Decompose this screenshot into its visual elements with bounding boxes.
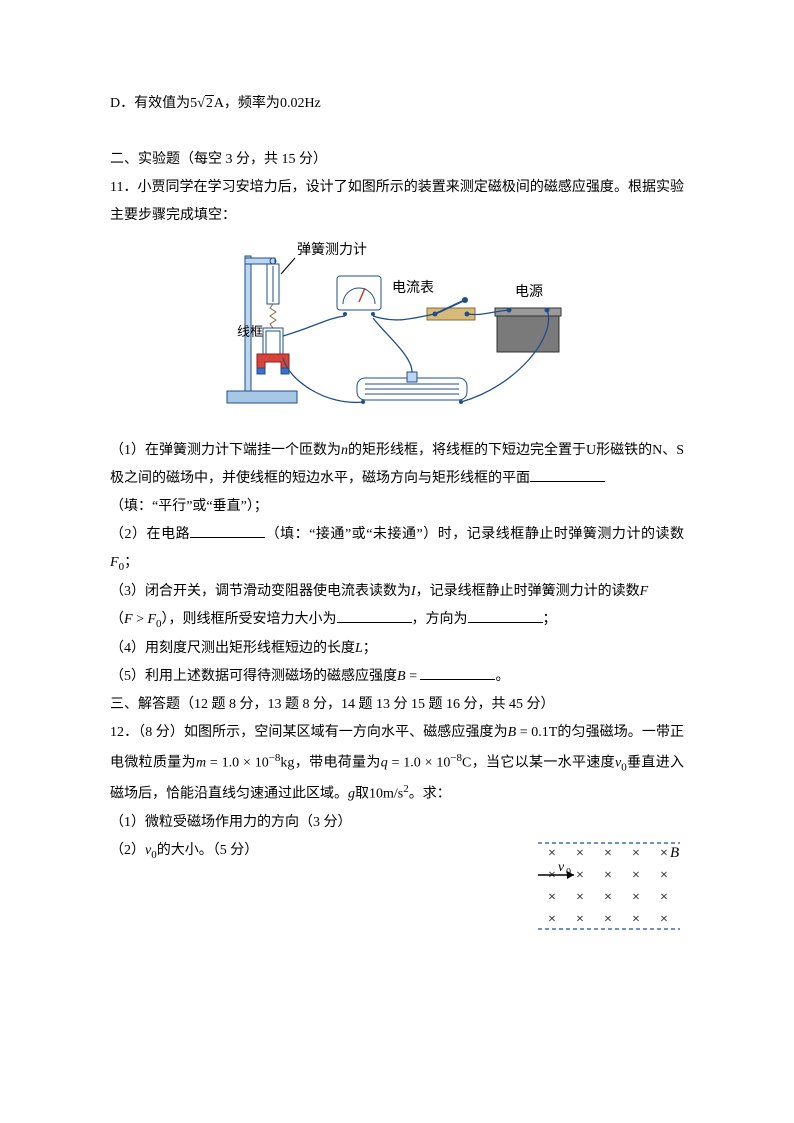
sqrt-arg: 2: [205, 95, 214, 111]
q12-qunit: C: [462, 755, 471, 770]
q12-l1: 12．（8 分）如图所示，空间某区域有一方向水平、磁感应强度为B = 0.1T的…: [110, 719, 684, 809]
section3-title: 三、解答题（12 题 8 分，13 题 8 分，14 题 13 分 15 题 1…: [110, 691, 684, 719]
q12-p2b: 的大小。（5 分）: [157, 843, 259, 858]
svg-text:×: ×: [576, 846, 584, 861]
q12-l1f: 。求：: [409, 787, 451, 802]
svg-text:×: ×: [632, 890, 640, 905]
ammeter-label-text: 电流表: [392, 280, 434, 296]
q12-gval: 取10m/s: [355, 787, 403, 802]
svg-text:×: ×: [604, 846, 612, 861]
q11-p5c: 。: [495, 669, 509, 684]
svg-text:×: ×: [576, 912, 584, 927]
q12-Beq: = 0.1T: [516, 725, 557, 740]
q12-mval: = 1.0 × 10: [206, 755, 269, 770]
q12-p1: （1）微粒受磁场作用力的方向（3 分）: [110, 809, 684, 837]
q11-p2a: （2）在电路: [110, 527, 190, 542]
svg-text:×: ×: [604, 890, 612, 905]
q12-fig-B-label: B: [670, 845, 679, 861]
q11-p3e: ，方向为: [412, 612, 468, 627]
svg-text:×: ×: [632, 912, 640, 927]
q11-L: L: [355, 641, 363, 656]
svg-text:×: ×: [632, 868, 640, 883]
q11-p4b: ；: [363, 641, 377, 656]
q11-p4a: （4）用刻度尺测出矩形线框短边的长度: [110, 641, 355, 656]
q11-intro: 11．小贾同学在学习安培力后，设计了如图所示的装置来测定磁极间的磁感应强度。根据…: [110, 174, 684, 230]
blank-3: [337, 608, 412, 623]
q12-fig-v0-sub: 0: [566, 867, 571, 878]
q12-p2a: （2）: [110, 843, 145, 858]
q11-p1a: （1）在弹簧测力计下端挂一个匝数为: [110, 443, 341, 458]
q11-p3b: ，记录线框静止时弹簧测力计的读数: [416, 584, 640, 599]
power-label-text: 电源: [515, 284, 543, 300]
q12-figure: ××××× ××××× ××××× ××××× B v 0: [534, 837, 684, 946]
q11-p2b: （填：“接通”或“未接通”）时，记录线框静止时弹簧测力计的读数: [265, 527, 684, 542]
q11-gt-sym: >: [133, 612, 148, 627]
q11-p3f: ；: [543, 612, 557, 627]
q12-qval: = 1.0 × 10: [388, 755, 451, 770]
blank-2: [190, 523, 265, 538]
option-d-val1: 5: [190, 96, 197, 111]
q11-p5: （5）利用上述数据可得待测磁场的磁感应强度B = 。: [110, 663, 684, 691]
q11-eq: =: [406, 669, 421, 684]
option-d: D．有效值为5√2A，频率为0.02Hz: [110, 90, 684, 118]
q12-fig-v0-label: v: [558, 860, 565, 875]
q11-p3c: （: [110, 612, 124, 627]
q11-gt-l: F: [124, 612, 133, 627]
svg-text:×: ×: [576, 868, 584, 883]
q12-g: g: [348, 787, 355, 802]
q12-m: m: [196, 755, 206, 770]
q11-F0: F: [110, 555, 119, 570]
q11-p3-line2: （F > F0），则线框所受安培力大小为，方向为；: [110, 606, 684, 635]
q11-n: n: [341, 443, 348, 458]
q12-figure-svg: ××××× ××××× ××××× ××××× B v 0: [534, 837, 684, 935]
svg-text:×: ×: [604, 912, 612, 927]
option-d-text: D．有效值为: [110, 96, 190, 111]
q11-p5a: （5）利用上述数据可得待测磁场的磁感应强度: [110, 669, 397, 684]
q12-l1c: ，带电荷量为: [294, 755, 380, 770]
blank-1: [530, 467, 605, 482]
q11-p2: （2）在电路（填：“接通”或“未接通”）时，记录线框静止时弹簧测力计的读数F0；: [110, 521, 684, 578]
q11-gt-r: F: [147, 612, 156, 627]
svg-text:×: ×: [548, 890, 556, 905]
option-d-unit: A，频率为: [214, 96, 280, 111]
q12-B: B: [508, 725, 517, 740]
section2-title: 二、实验题（每空 3 分，共 15 分）: [110, 146, 684, 174]
svg-text:×: ×: [576, 890, 584, 905]
option-d-freq: 0.02Hz: [280, 96, 321, 111]
coil-label-text: 线框: [237, 324, 263, 339]
q11-p2-semi: ；: [124, 555, 138, 570]
q11-B: B: [397, 669, 406, 684]
q12-l1d: ，当它以某一水平速度: [471, 755, 615, 770]
svg-text:×: ×: [660, 846, 668, 861]
q11-p4: （4）用刻度尺测出矩形线框短边的长度L；: [110, 635, 684, 663]
svg-text:×: ×: [548, 846, 556, 861]
q11-p3d: ），则线框所受安培力大小为: [162, 612, 337, 627]
blank-4: [468, 608, 543, 623]
q12-l1a: 12．（8 分）如图所示，空间某区域有一方向水平、磁感应强度为: [110, 725, 508, 740]
svg-text:×: ×: [660, 890, 668, 905]
q11-p3: （3）闭合开关，调节滑动变阻器使电流表读数为I，记录线框静止时弹簧测力计的读数F: [110, 578, 684, 606]
q11-p1: （1）在弹簧测力计下端挂一个匝数为n的矩形线框，将线框的下短边完全置于U形磁铁的…: [110, 437, 684, 493]
svg-text:×: ×: [604, 868, 612, 883]
q11-p3a: （3）闭合开关，调节滑动变阻器使电流表读数为: [110, 584, 411, 599]
q12-q: q: [381, 755, 388, 770]
q11-F: F: [640, 584, 649, 599]
svg-text:×: ×: [548, 912, 556, 927]
spring-label-text: 弹簧测力计: [297, 242, 367, 258]
sqrt-symbol: √2: [197, 90, 214, 118]
svg-text:×: ×: [660, 868, 668, 883]
svg-text:×: ×: [632, 846, 640, 861]
q12-mexp: −8: [269, 752, 281, 764]
q11-p1-hint: （填：“平行”或“垂直”）；: [110, 493, 684, 521]
q12-munit: kg: [280, 755, 294, 770]
q11-figure: 线框 弹簧测力计 电流表 电源: [110, 236, 684, 427]
svg-text:×: ×: [660, 912, 668, 927]
q11-figure-svg: 线框 弹簧测力计 电流表 电源: [217, 236, 577, 416]
blank-5: [420, 665, 495, 680]
q12-qexp: −8: [450, 752, 462, 764]
